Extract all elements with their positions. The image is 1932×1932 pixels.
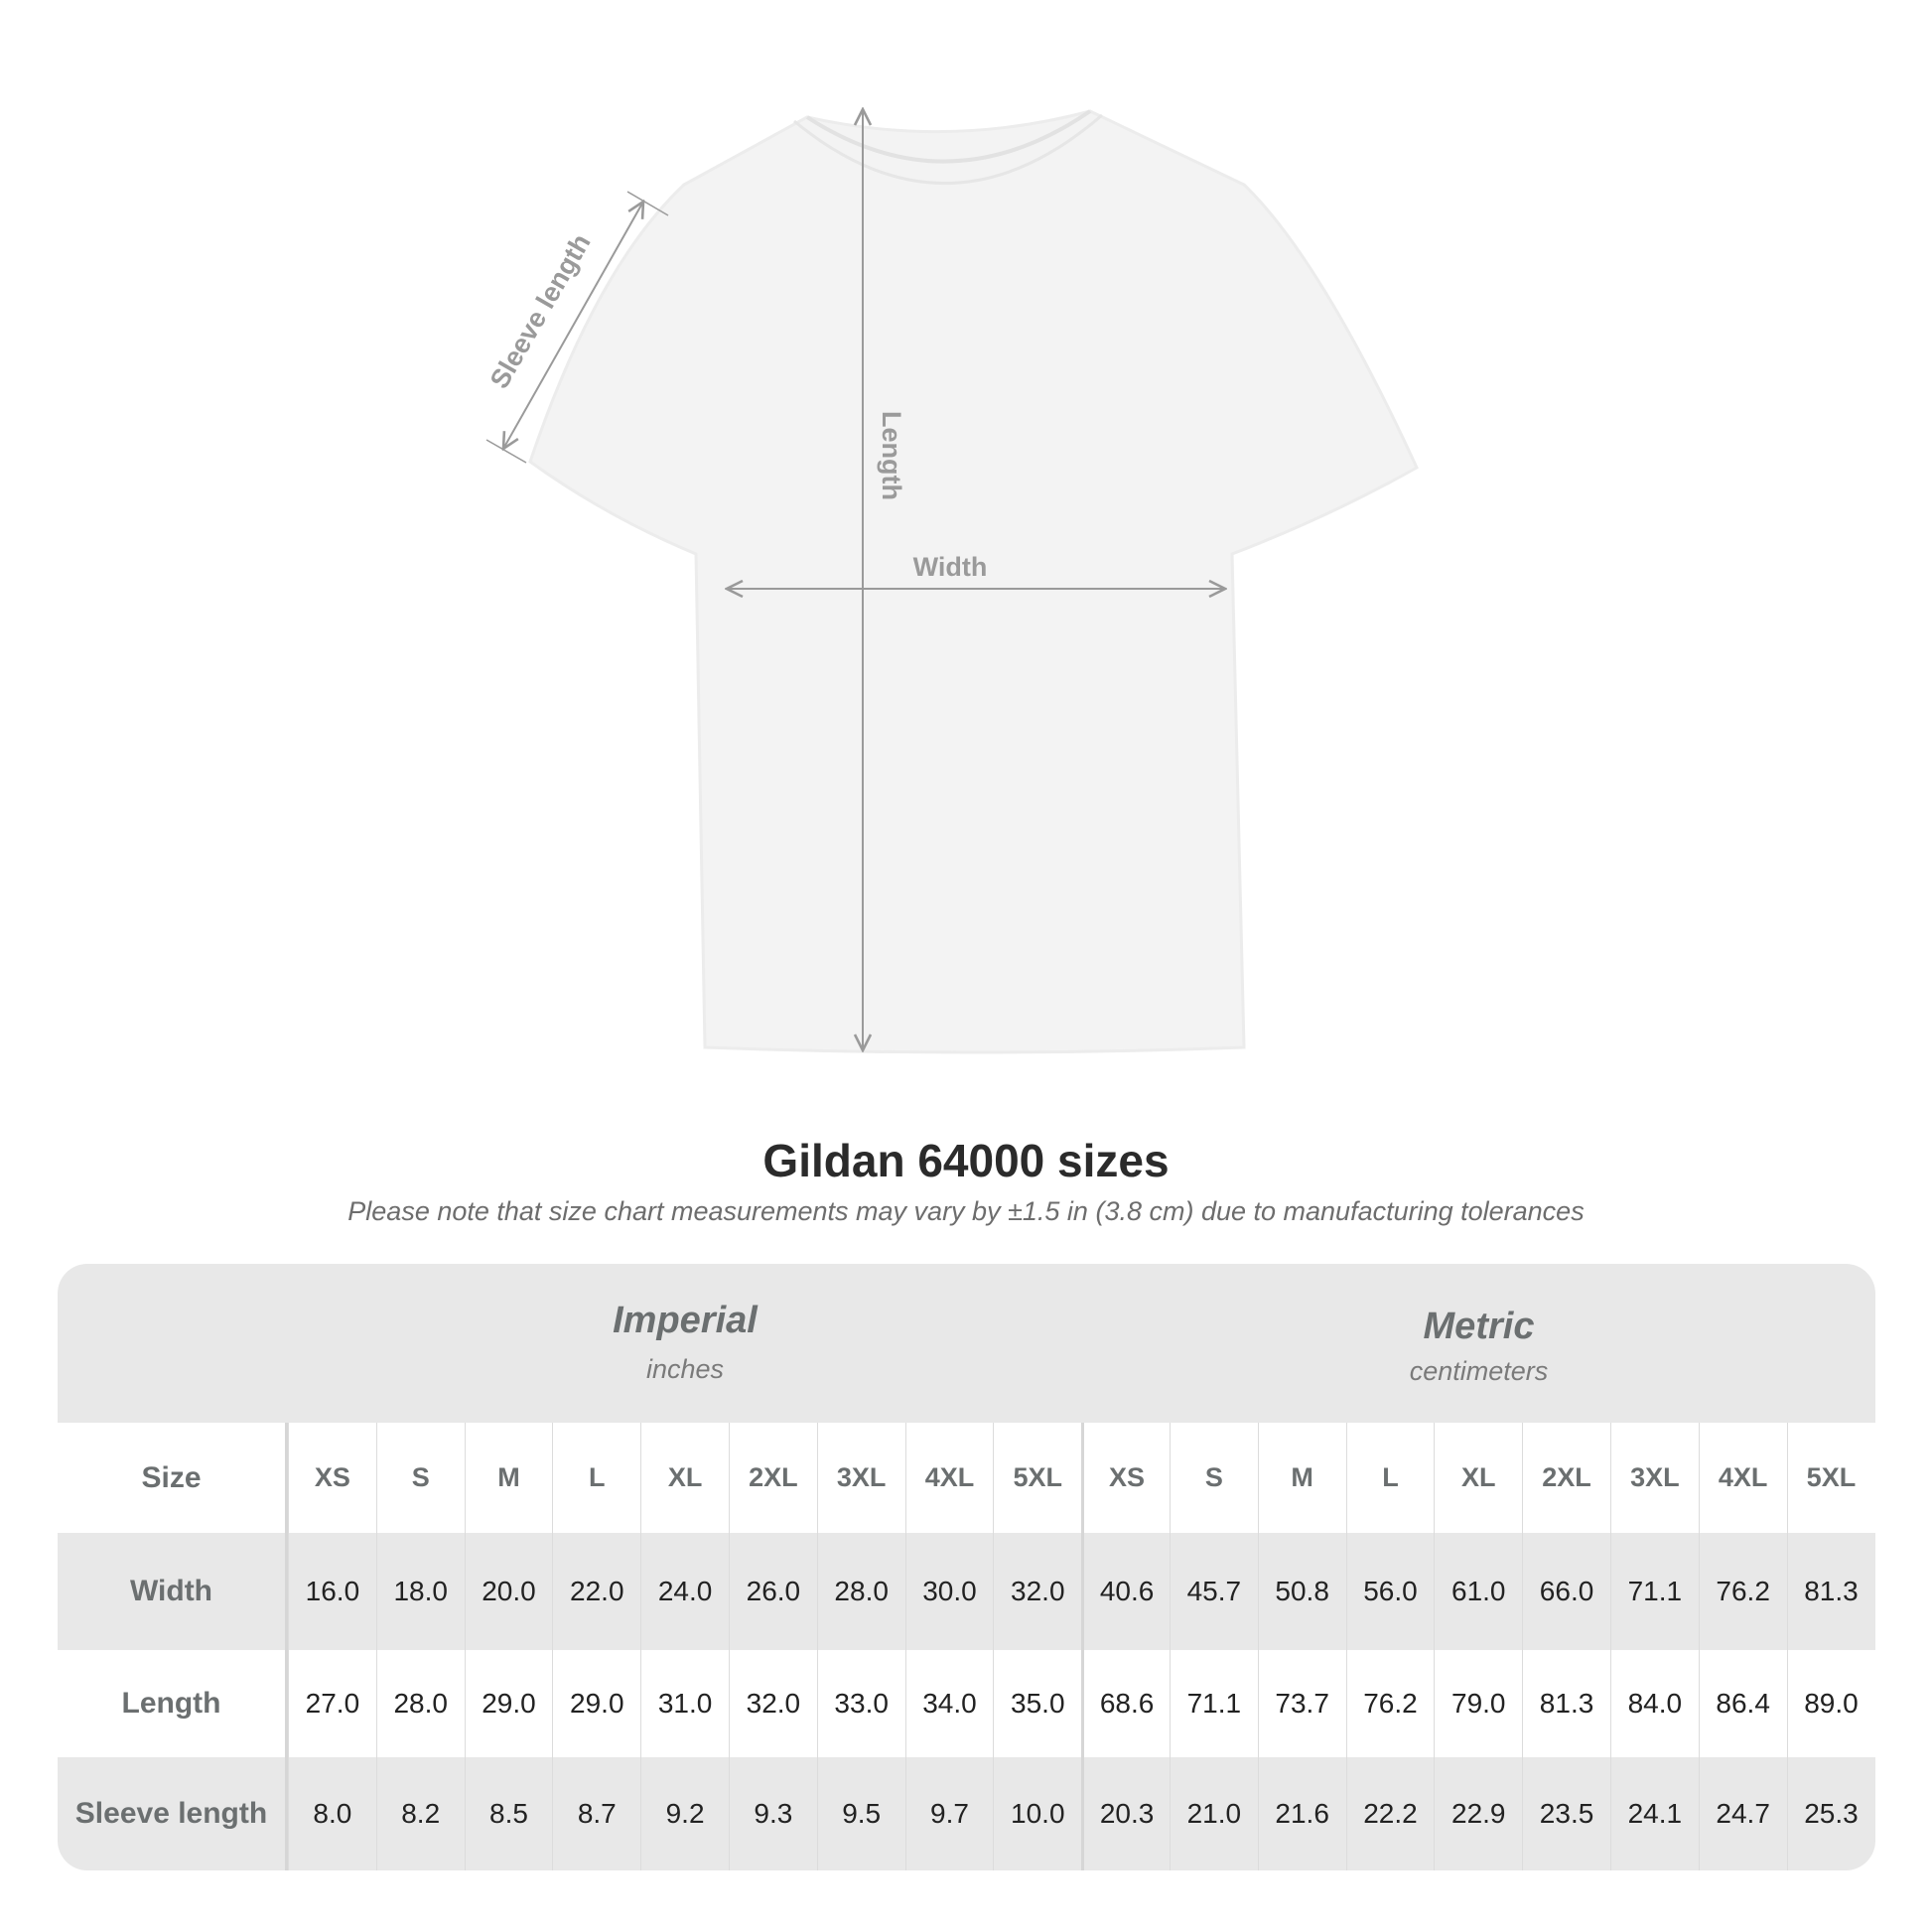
imperial-value-cell: 9.5 bbox=[816, 1757, 905, 1870]
length-label: Length bbox=[877, 411, 906, 500]
imperial-value-cell: 34.0 bbox=[904, 1650, 994, 1757]
width-label: Width bbox=[913, 552, 988, 582]
imperial-value-cell: 33.0 bbox=[816, 1650, 905, 1757]
metric-value-cell: 81.3 bbox=[1786, 1533, 1875, 1650]
size-header-label: Size bbox=[58, 1423, 288, 1533]
unit-header-band bbox=[58, 1264, 1875, 1423]
table-row: Width 16.0 18.0 20.0 22.0 24.0 26.0 28.0 30.0 32.… bbox=[58, 1533, 1875, 1650]
size-table: Imperial inches Metric centimeters Size X… bbox=[58, 1264, 1875, 1870]
imperial-size-header: M bbox=[464, 1423, 553, 1533]
imperial-title: Imperial bbox=[613, 1300, 758, 1341]
metric-value-cell: 45.7 bbox=[1169, 1533, 1258, 1650]
metric-value-cell: 22.9 bbox=[1434, 1757, 1522, 1870]
metric-value-cell: 71.1 bbox=[1169, 1650, 1258, 1757]
metric-header: Metric centimeters bbox=[1082, 1264, 1875, 1423]
metric-size-header: M bbox=[1257, 1423, 1346, 1533]
imperial-value-cell: 24.0 bbox=[640, 1533, 729, 1650]
metric-value-cell: 68.6 bbox=[1081, 1650, 1170, 1757]
metric-value-cell: 20.3 bbox=[1081, 1757, 1170, 1870]
imperial-size-header: XS bbox=[288, 1423, 376, 1533]
imperial-value-cell: 16.0 bbox=[288, 1533, 376, 1650]
metric-size-header: XS bbox=[1081, 1423, 1170, 1533]
imperial-size-header: XL bbox=[640, 1423, 729, 1533]
metric-size-header: 2XL bbox=[1522, 1423, 1610, 1533]
metric-value-cell: 24.7 bbox=[1698, 1757, 1787, 1870]
collar bbox=[805, 109, 1092, 164]
table-row: Length 27.0 28.0 29.0 29.0 31.0 32.0 33.0 34.0 35… bbox=[58, 1650, 1875, 1757]
metric-value-cell: 56.0 bbox=[1345, 1533, 1435, 1650]
imperial-value-cell: 29.0 bbox=[552, 1650, 640, 1757]
metric-unit: centimeters bbox=[1409, 1356, 1549, 1386]
imperial-value-cell: 20.0 bbox=[464, 1533, 553, 1650]
metric-size-header: 5XL bbox=[1786, 1423, 1875, 1533]
imperial-value-cell: 31.0 bbox=[640, 1650, 729, 1757]
imperial-size-header: 4XL bbox=[904, 1423, 994, 1533]
imperial-size-header: 2XL bbox=[728, 1423, 817, 1533]
imperial-value-cell: 28.0 bbox=[816, 1533, 905, 1650]
imperial-unit: inches bbox=[645, 1354, 725, 1384]
metric-value-cell: 61.0 bbox=[1434, 1533, 1522, 1650]
metric-size-header: L bbox=[1345, 1423, 1435, 1533]
metric-value-cell: 84.0 bbox=[1609, 1650, 1699, 1757]
imperial-value-cell: 22.0 bbox=[552, 1533, 640, 1650]
metric-size-header: 4XL bbox=[1698, 1423, 1787, 1533]
metric-value-cell: 40.6 bbox=[1081, 1533, 1170, 1650]
metric-value-cell: 50.8 bbox=[1257, 1533, 1346, 1650]
imperial-value-cell: 8.7 bbox=[552, 1757, 640, 1870]
metric-value-cell: 25.3 bbox=[1786, 1757, 1875, 1870]
metric-value-cell: 22.2 bbox=[1345, 1757, 1435, 1870]
metric-value-cell: 89.0 bbox=[1786, 1650, 1875, 1757]
table-row: Sleeve length 8.0 8.2 8.5 8.7 9.2 9.3 9.5 9.7 10.… bbox=[58, 1757, 1875, 1870]
row-label: Width bbox=[58, 1533, 288, 1650]
metric-value-cell: 81.3 bbox=[1522, 1650, 1610, 1757]
tshirt-shape bbox=[528, 109, 1419, 1054]
imperial-value-cell: 8.0 bbox=[288, 1757, 376, 1870]
imperial-size-header: S bbox=[375, 1423, 465, 1533]
size-header-row: Size XS S M L XL 2XL 3XL 4XL 5XL XS S M L XL 2XL 3XL 4XL 5… bbox=[58, 1423, 1875, 1533]
imperial-value-cell: 27.0 bbox=[288, 1650, 376, 1757]
imperial-value-cell: 26.0 bbox=[728, 1533, 817, 1650]
collar-band bbox=[793, 113, 1103, 185]
sleeve-tick-bottom bbox=[485, 439, 527, 464]
imperial-value-cell: 32.0 bbox=[728, 1650, 817, 1757]
metric-value-cell: 76.2 bbox=[1345, 1650, 1435, 1757]
imperial-value-cell: 8.2 bbox=[375, 1757, 465, 1870]
imperial-value-cell: 29.0 bbox=[464, 1650, 553, 1757]
page-title: Gildan 64000 sizes bbox=[762, 1135, 1170, 1186]
imperial-size-header: 3XL bbox=[816, 1423, 905, 1533]
imperial-value-cell: 32.0 bbox=[993, 1533, 1081, 1650]
metric-value-cell: 23.5 bbox=[1522, 1757, 1610, 1870]
imperial-value-cell: 9.3 bbox=[728, 1757, 817, 1870]
metric-size-header: 3XL bbox=[1609, 1423, 1699, 1533]
imperial-value-cell: 9.7 bbox=[904, 1757, 994, 1870]
metric-title: Metric bbox=[1423, 1306, 1535, 1347]
metric-value-cell: 21.6 bbox=[1257, 1757, 1346, 1870]
imperial-size-header: L bbox=[552, 1423, 640, 1533]
metric-value-cell: 76.2 bbox=[1698, 1533, 1787, 1650]
imperial-value-cell: 35.0 bbox=[993, 1650, 1081, 1757]
row-label: Length bbox=[58, 1650, 288, 1757]
imperial-size-header: 5XL bbox=[993, 1423, 1081, 1533]
imperial-value-cell: 9.2 bbox=[640, 1757, 729, 1870]
imperial-header: Imperial inches bbox=[288, 1264, 1082, 1423]
tshirt-diagram: Length Width Sleeve length bbox=[484, 0, 1419, 1054]
metric-size-header: XL bbox=[1434, 1423, 1522, 1533]
metric-value-cell: 21.0 bbox=[1169, 1757, 1258, 1870]
metric-value-cell: 71.1 bbox=[1609, 1533, 1699, 1650]
imperial-value-cell: 28.0 bbox=[375, 1650, 465, 1757]
metric-value-cell: 66.0 bbox=[1522, 1533, 1610, 1650]
sleeve-tick-top bbox=[626, 191, 669, 216]
metric-size-header: S bbox=[1169, 1423, 1258, 1533]
metric-value-cell: 79.0 bbox=[1434, 1650, 1522, 1757]
imperial-value-cell: 18.0 bbox=[375, 1533, 465, 1650]
metric-value-cell: 86.4 bbox=[1698, 1650, 1787, 1757]
tolerance-note: Please note that size chart measurements… bbox=[347, 1196, 1585, 1226]
metric-value-cell: 73.7 bbox=[1257, 1650, 1346, 1757]
row-label: Sleeve length bbox=[58, 1757, 288, 1870]
imperial-value-cell: 10.0 bbox=[993, 1757, 1081, 1870]
imperial-value-cell: 30.0 bbox=[904, 1533, 994, 1650]
sleeve-arrow bbox=[503, 202, 643, 449]
imperial-value-cell: 8.5 bbox=[464, 1757, 553, 1870]
metric-value-cell: 24.1 bbox=[1609, 1757, 1699, 1870]
